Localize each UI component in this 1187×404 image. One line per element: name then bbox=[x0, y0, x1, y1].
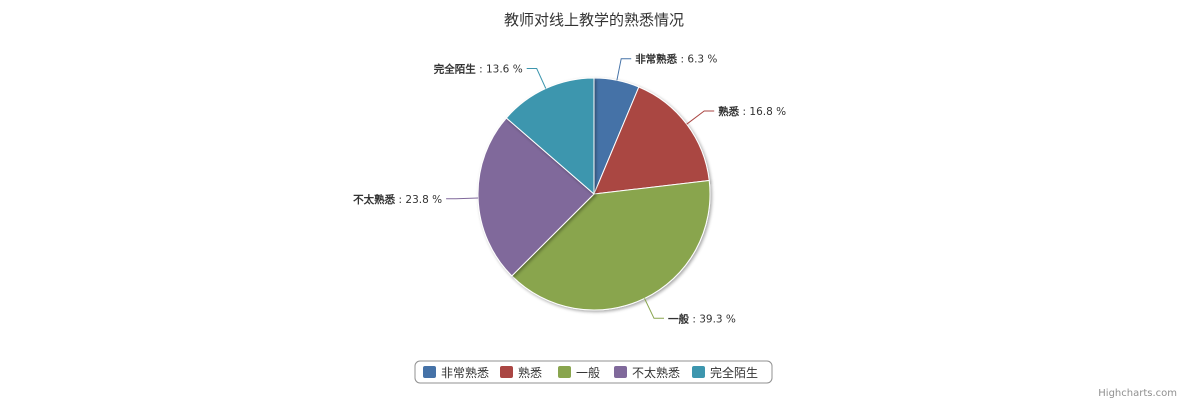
legend-label-1: 非常熟悉 bbox=[441, 365, 489, 380]
legend-item-1[interactable]: 非常熟悉 bbox=[423, 365, 489, 380]
data-label-2: 熟悉 : 16.8 % bbox=[718, 105, 786, 118]
legend-item-2[interactable]: 熟悉 bbox=[500, 365, 542, 380]
label-connector-5 bbox=[526, 68, 547, 89]
label-connector-2 bbox=[686, 110, 715, 125]
data-label-1: 非常熟悉 : 6.3 % bbox=[635, 53, 717, 66]
legend-label-3: 一般 bbox=[576, 365, 600, 380]
label-connectors bbox=[446, 58, 715, 319]
data-labels: 非常熟悉 : 6.3 % 熟悉 : 16.8 % 一般 : 39.3 % 不太熟悉 :… bbox=[353, 53, 786, 326]
legend-item-4[interactable]: 不太熟悉 bbox=[614, 365, 680, 380]
legend-swatch-3 bbox=[558, 366, 571, 378]
data-label-3: 一般 : 39.3 % bbox=[668, 312, 736, 325]
pie-slices bbox=[477, 77, 711, 311]
data-label-4: 不太熟悉 : 23.8 % bbox=[353, 193, 442, 206]
legend-item-3[interactable]: 一般 bbox=[558, 365, 600, 380]
label-connector-1 bbox=[616, 58, 632, 81]
legend-label-2: 熟悉 bbox=[518, 365, 542, 380]
pie-slice-2[interactable] bbox=[593, 86, 710, 195]
label-connector-4 bbox=[446, 197, 479, 200]
legend-swatch-2 bbox=[500, 366, 513, 378]
legend-item-5[interactable]: 完全陌生 bbox=[692, 365, 758, 380]
data-label-5: 完全陌生 : 13.6 % bbox=[434, 63, 523, 76]
legend-swatch-1 bbox=[423, 366, 436, 378]
credits-link[interactable]: Highcharts.com bbox=[1098, 388, 1177, 399]
label-connector-3 bbox=[644, 298, 664, 319]
legend-label-5: 完全陌生 bbox=[710, 365, 758, 380]
legend-label-4: 不太熟悉 bbox=[632, 365, 680, 380]
legend: 非常熟悉 熟悉 一般 不太熟悉 完全陌生 bbox=[414, 360, 773, 384]
legend-swatch-5 bbox=[692, 366, 705, 378]
chart-title: 教师对线上教学的熟悉情况 bbox=[504, 11, 684, 29]
legend-swatch-4 bbox=[614, 366, 627, 378]
